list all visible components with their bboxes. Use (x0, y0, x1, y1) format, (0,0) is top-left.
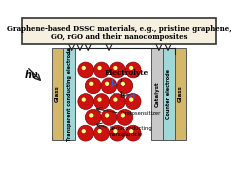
Text: Photosensitizer: Photosensitizer (121, 111, 161, 116)
Bar (63, 48, 75, 140)
Circle shape (101, 109, 117, 125)
Circle shape (78, 125, 94, 141)
Circle shape (109, 62, 125, 78)
Text: Transparent conducting electrode: Transparent conducting electrode (67, 47, 72, 141)
Text: I₃⁻: I₃⁻ (120, 91, 130, 100)
FancyBboxPatch shape (22, 18, 216, 44)
Bar (52, 48, 63, 140)
Circle shape (82, 67, 85, 69)
Text: Semiconducting
nanoparticle: Semiconducting nanoparticle (110, 126, 153, 137)
Circle shape (130, 98, 133, 101)
Circle shape (109, 94, 125, 109)
Circle shape (121, 82, 124, 85)
Circle shape (101, 78, 117, 94)
Circle shape (85, 78, 101, 94)
Circle shape (98, 67, 101, 69)
Circle shape (109, 125, 125, 141)
Circle shape (90, 82, 93, 85)
Circle shape (130, 130, 133, 133)
Circle shape (114, 98, 117, 101)
Circle shape (125, 125, 141, 141)
Circle shape (125, 94, 141, 109)
Bar (151, 48, 163, 140)
Circle shape (114, 130, 117, 133)
Text: hν: hν (25, 70, 39, 80)
Circle shape (121, 114, 124, 117)
Text: GO, rGO and their nanocomposites: GO, rGO and their nanocomposites (51, 33, 187, 41)
Text: Glass: Glass (178, 86, 183, 102)
Circle shape (94, 94, 109, 109)
Text: Glass: Glass (55, 86, 60, 102)
Circle shape (117, 78, 133, 94)
Circle shape (78, 94, 94, 109)
Circle shape (82, 98, 85, 101)
Bar (163, 48, 175, 140)
Circle shape (106, 82, 109, 85)
Circle shape (125, 62, 141, 78)
Bar (175, 48, 186, 140)
Text: Graphene-based DSSC materials, e.g., pristine graphene,: Graphene-based DSSC materials, e.g., pri… (7, 25, 231, 33)
Circle shape (94, 125, 109, 141)
Circle shape (98, 98, 101, 101)
Text: Catalyst: Catalyst (155, 81, 160, 107)
Circle shape (106, 114, 109, 117)
Circle shape (82, 130, 85, 133)
Circle shape (85, 109, 101, 125)
Circle shape (130, 67, 133, 69)
Circle shape (90, 114, 93, 117)
Circle shape (94, 62, 109, 78)
Circle shape (117, 109, 133, 125)
Text: I⁻: I⁻ (120, 79, 127, 88)
Text: Electrolyte: Electrolyte (104, 69, 149, 77)
Circle shape (98, 130, 101, 133)
Circle shape (78, 62, 94, 78)
Text: Counter electrode: Counter electrode (166, 69, 171, 119)
Circle shape (114, 67, 117, 69)
